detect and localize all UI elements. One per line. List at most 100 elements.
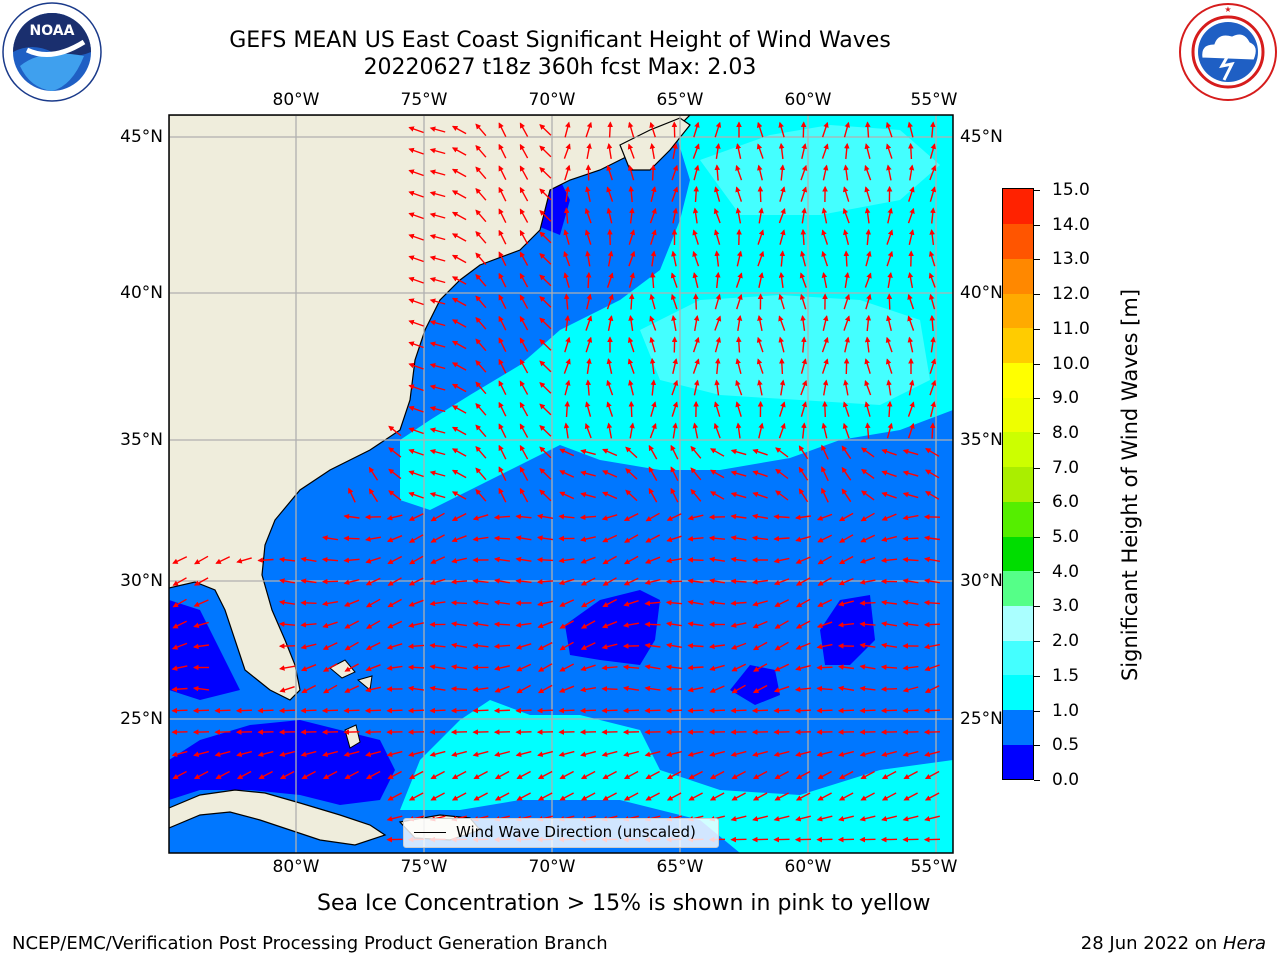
wind-wave-arrow	[580, 470, 596, 477]
wind-wave-arrow	[606, 186, 614, 202]
wind-wave-arrow	[451, 750, 467, 757]
wind-wave-arrow	[758, 272, 764, 288]
wind-wave-arrow	[473, 792, 488, 801]
wind-wave-arrow	[798, 445, 809, 460]
wind-wave-arrow	[539, 296, 552, 308]
wind-wave-arrow	[580, 449, 596, 456]
wind-wave-arrow	[559, 663, 575, 672]
wind-wave-arrow	[558, 707, 575, 714]
wind-wave-arrow	[519, 466, 529, 481]
wind-wave-arrow	[907, 336, 914, 353]
wind-wave-arrow	[924, 685, 940, 693]
wind-wave-arrow	[498, 251, 507, 267]
wind-wave-arrow	[844, 336, 850, 353]
wind-wave-arrow	[821, 272, 828, 289]
wind-wave-arrow	[902, 621, 919, 627]
colorbar-tick-label: 12.0	[1052, 284, 1090, 305]
wind-wave-arrow	[821, 336, 829, 353]
wind-wave-arrow	[817, 555, 832, 565]
wind-wave-arrow	[579, 686, 597, 693]
wind-wave-arrow	[539, 468, 552, 480]
wind-wave-arrow	[365, 664, 381, 672]
wind-wave-arrow	[515, 643, 532, 650]
wind-wave-arrow	[451, 792, 467, 801]
wind-wave-arrow	[539, 446, 552, 459]
wind-wave-arrow	[709, 770, 725, 780]
wind-wave-arrow	[322, 642, 338, 650]
wind-wave-arrow	[795, 642, 811, 650]
wind-wave-arrow	[902, 491, 919, 499]
wind-wave-arrow	[564, 121, 571, 138]
colorbar-segment	[1003, 640, 1033, 676]
wind-wave-arrow	[907, 422, 915, 439]
wind-wave-arrow	[172, 770, 187, 780]
wind-wave-arrow	[687, 557, 704, 563]
wind-wave-arrow	[625, 468, 638, 480]
wind-wave-arrow	[429, 191, 446, 198]
lat-label-right: 30°N	[960, 571, 1003, 591]
colorbar-tick-label: 5.0	[1052, 527, 1080, 548]
wind-wave-arrow	[215, 770, 230, 780]
wind-wave-arrow	[536, 557, 554, 563]
wind-wave-arrow	[344, 685, 360, 693]
colorbar-tick	[1034, 780, 1040, 781]
wind-wave-arrow	[515, 578, 532, 584]
noaa-logo-icon: NOAA	[2, 2, 102, 102]
wind-wave-arrow	[498, 143, 507, 159]
wind-wave-arrow	[539, 253, 552, 265]
colorbar-tick-label: 4.0	[1052, 561, 1080, 582]
wind-wave-arrow	[693, 164, 700, 181]
wind-wave-arrow	[430, 534, 445, 543]
lon-label-bottom: 70°W	[528, 857, 576, 877]
wind-wave-arrow	[429, 427, 446, 434]
wind-wave-arrow	[629, 422, 635, 439]
wind-wave-arrow	[864, 336, 871, 353]
wind-wave-arrow	[300, 556, 317, 563]
wind-wave-arrow	[881, 448, 897, 456]
wind-wave-arrow	[650, 401, 657, 417]
wind-wave-arrow	[563, 250, 571, 267]
wind-wave-arrow	[713, 207, 721, 224]
lat-label-left: 25°N	[120, 709, 163, 729]
wind-wave-arrow	[925, 491, 940, 500]
wind-wave-arrow	[580, 792, 596, 801]
wind-wave-arrow	[408, 169, 424, 177]
wind-wave-arrow	[773, 578, 790, 586]
colorbar-tick	[1034, 502, 1040, 504]
colorbar-segment	[1003, 431, 1033, 468]
wind-wave-arrow	[493, 643, 511, 650]
wind-wave-arrow	[515, 707, 532, 714]
wind-wave-arrow	[692, 229, 699, 245]
wind-wave-arrow	[714, 357, 721, 375]
wind-wave-arrow	[735, 207, 742, 224]
wind-wave-arrow	[536, 707, 554, 714]
wind-wave-arrow	[451, 233, 467, 242]
wind-wave-arrow	[429, 578, 446, 586]
wind-wave-arrow	[322, 750, 338, 757]
wind-wave-arrow	[429, 148, 446, 155]
wind-wave-arrow	[451, 319, 467, 328]
wind-wave-arrow	[407, 664, 425, 671]
wind-wave-arrow	[865, 293, 872, 310]
wind-wave-arrow	[193, 750, 209, 757]
wind-wave-arrow	[343, 707, 360, 714]
wind-wave-arrow	[816, 513, 833, 521]
wind-wave-arrow	[387, 598, 402, 608]
map-frame	[168, 114, 954, 854]
wind-wave-arrow	[580, 492, 596, 499]
wind-wave-arrow	[601, 643, 618, 650]
wind-wave-arrow	[908, 379, 915, 396]
wind-wave-arrow	[666, 750, 682, 757]
wind-wave-arrow	[670, 444, 679, 460]
wind-wave-arrow	[844, 271, 850, 289]
wind-wave-arrow	[386, 514, 403, 521]
wind-wave-arrow	[628, 250, 636, 267]
wind-wave-arrow	[498, 358, 507, 374]
wind-wave-arrow	[537, 770, 553, 780]
wind-wave-arrow	[821, 229, 829, 245]
colorbar-segment	[1003, 397, 1033, 433]
wind-wave-arrow	[214, 707, 231, 714]
wind-wave-arrow	[601, 707, 618, 714]
wind-wave-arrow	[736, 314, 743, 332]
